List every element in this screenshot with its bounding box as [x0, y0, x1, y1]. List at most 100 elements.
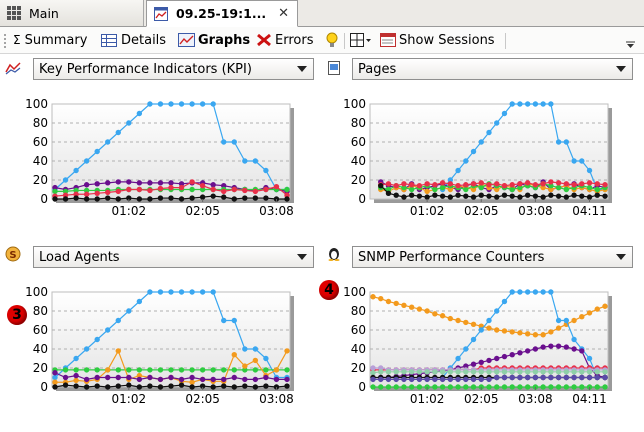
data-point	[52, 374, 58, 381]
agent-icon: S	[5, 246, 21, 262]
data-point	[401, 302, 407, 308]
data-point	[157, 195, 164, 201]
snmp-selector-value: SNMP Performance Counters	[358, 249, 545, 265]
graphs-button[interactable]: Graphs	[178, 31, 250, 49]
svg-text:S: S	[9, 250, 16, 261]
data-point	[517, 101, 523, 107]
data-point	[486, 317, 492, 324]
data-point	[231, 196, 237, 202]
tab-main[interactable]: Main	[0, 0, 144, 26]
data-point	[168, 374, 174, 381]
data-point	[231, 384, 237, 390]
data-point	[540, 181, 546, 187]
pages-selector[interactable]: Pages	[352, 58, 633, 80]
data-point	[540, 289, 546, 295]
close-tab-icon[interactable]: ✕	[278, 6, 289, 21]
data-point	[52, 379, 58, 385]
data-point	[178, 367, 185, 373]
data-point	[594, 186, 600, 193]
show-sessions-button[interactable]: Show Sessions	[380, 31, 495, 49]
data-point	[73, 383, 79, 389]
data-point	[524, 101, 531, 107]
kpi-selector[interactable]: Key Performance Indicators (KPI)	[33, 58, 314, 80]
data-point	[548, 329, 554, 335]
data-point	[432, 384, 438, 390]
lightbulb-icon[interactable]	[326, 32, 338, 48]
data-point	[105, 180, 111, 186]
data-point	[263, 374, 269, 381]
data-point	[178, 382, 185, 388]
data-point	[136, 298, 143, 305]
data-point	[105, 139, 111, 145]
y-tick-label: 40	[351, 154, 366, 168]
data-point	[509, 374, 515, 381]
data-point	[370, 294, 376, 300]
data-point	[494, 186, 500, 193]
y-tick-label: 80	[351, 116, 366, 130]
data-point	[199, 101, 206, 107]
data-point	[189, 379, 195, 385]
data-point	[393, 192, 399, 198]
layout-grid-icon[interactable]	[350, 33, 372, 47]
errors-label: Errors	[275, 32, 314, 48]
data-point	[62, 192, 69, 198]
data-point	[221, 188, 227, 195]
y-tick-label: 20	[351, 361, 366, 375]
data-point	[105, 374, 111, 381]
data-point	[378, 376, 384, 383]
data-point	[517, 369, 523, 375]
data-point	[252, 158, 259, 164]
data-point	[157, 289, 164, 295]
data-point	[594, 181, 600, 187]
data-point	[416, 376, 423, 383]
data-point	[273, 376, 280, 383]
data-point	[221, 183, 227, 189]
data-point	[579, 348, 585, 354]
data-point	[370, 370, 376, 376]
data-point	[439, 384, 446, 390]
data-point	[524, 180, 531, 186]
data-point	[284, 186, 290, 193]
data-point	[210, 367, 216, 373]
data-point	[463, 369, 469, 375]
data-point	[478, 376, 484, 383]
data-point	[555, 374, 562, 381]
y-tick-label: 20	[33, 361, 48, 375]
data-point	[501, 328, 508, 334]
data-point	[199, 194, 206, 200]
data-point	[501, 110, 508, 117]
plot-area	[51, 291, 291, 388]
toolbar-overflow-icon[interactable]	[626, 41, 635, 49]
data-point	[83, 384, 90, 390]
data-point	[517, 181, 523, 187]
data-point	[470, 376, 477, 383]
data-point	[401, 184, 407, 191]
data-point	[83, 346, 90, 352]
data-point	[416, 306, 423, 312]
data-point	[486, 376, 492, 383]
details-button[interactable]: Details	[101, 31, 166, 49]
data-point	[579, 181, 585, 187]
y-tick-label: 60	[33, 323, 48, 337]
data-point	[486, 193, 492, 199]
summary-button[interactable]: Σ Summary	[13, 31, 87, 49]
data-point	[509, 193, 515, 199]
data-point	[263, 355, 269, 362]
load-agents-selector[interactable]: Load Agents	[33, 246, 314, 268]
data-point	[231, 367, 237, 373]
data-point	[385, 298, 392, 305]
data-point	[455, 192, 461, 198]
data-point	[73, 191, 79, 197]
y-tick-label: 100	[343, 285, 366, 299]
data-point	[83, 182, 90, 188]
load-agents-selector-value: Load Agents	[39, 249, 120, 265]
data-point	[509, 369, 515, 375]
data-point	[517, 384, 523, 390]
data-point	[105, 327, 111, 333]
data-point	[393, 300, 399, 307]
data-point	[147, 187, 153, 194]
errors-button[interactable]: Errors	[256, 31, 313, 49]
tab-report[interactable]: 09.25-19:1... ✕	[146, 0, 298, 27]
x-tick-label: 01:02	[410, 204, 445, 218]
snmp-selector[interactable]: SNMP Performance Counters	[352, 246, 633, 268]
